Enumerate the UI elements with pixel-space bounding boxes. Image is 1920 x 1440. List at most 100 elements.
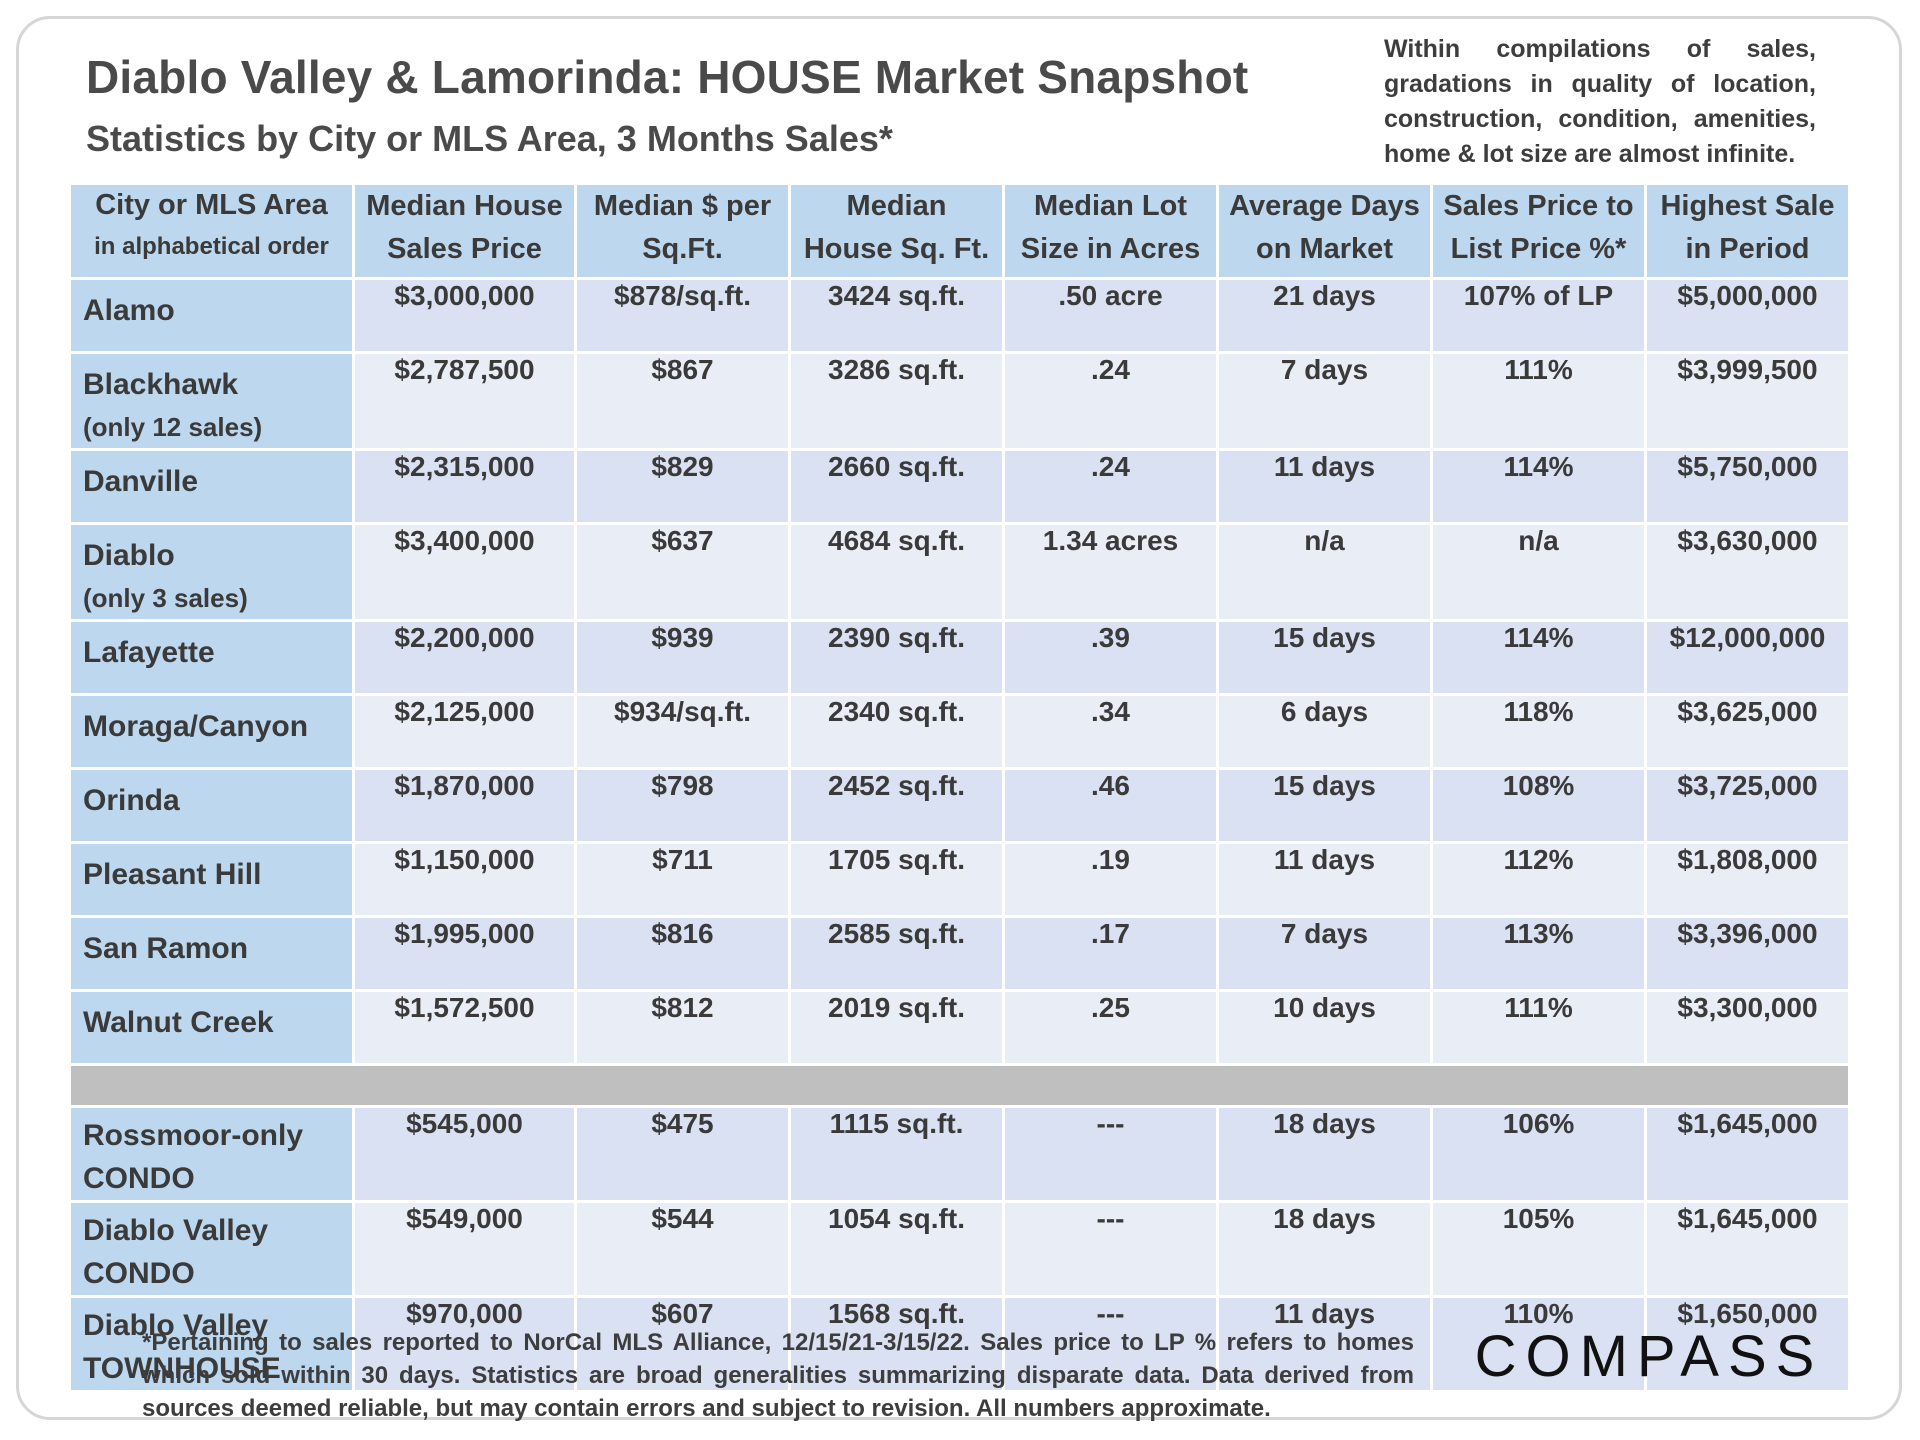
lot-cell: .39 (1002, 619, 1219, 696)
table-row: San Ramon $1,995,000 $816 2585 sq.ft. .17 7 d… (68, 915, 1851, 992)
city-cell: Pleasant Hill (68, 841, 355, 918)
days-cell: 6 days (1216, 693, 1433, 770)
lot-cell: .19 (1002, 841, 1219, 918)
days-cell: 7 days (1216, 351, 1433, 451)
sp-lp-cell: 112% (1430, 841, 1647, 918)
lot-cell: --- (1002, 1105, 1219, 1203)
days-cell: 21 days (1216, 277, 1433, 354)
sqft-cell: 1705 sq.ft. (788, 841, 1005, 918)
column-header-sqft: Median House Sq. Ft. (788, 182, 1005, 280)
lot-cell: .24 (1002, 351, 1219, 451)
table-row: Alamo $3,000,000 $878/sq.ft. 3424 sq.ft. .50… (68, 277, 1851, 354)
column-header-city: City or MLS Area in alphabetical order (68, 182, 355, 280)
city-cell: Moraga/Canyon (68, 693, 355, 770)
days-cell: 15 days (1216, 767, 1433, 844)
table-row: Blackhawk (only 12 sales) $2,787,500 $867 32… (68, 351, 1851, 451)
per-sqft-cell: $829 (574, 448, 791, 525)
sqft-cell: 2390 sq.ft. (788, 619, 1005, 696)
per-sqft-cell: $812 (574, 989, 791, 1066)
highest-cell: $3,625,000 (1644, 693, 1851, 770)
lot-cell: .17 (1002, 915, 1219, 992)
sp-lp-cell: 107% of LP (1430, 277, 1647, 354)
sp-lp-cell: 110% (1430, 1295, 1647, 1393)
highest-cell: $1,645,000 (1644, 1200, 1851, 1298)
sqft-cell: 2019 sq.ft. (788, 989, 1005, 1066)
column-header-lot: Median Lot Size in Acres (1002, 182, 1219, 280)
lot-cell: .25 (1002, 989, 1219, 1066)
compass-logo-mark: COMPASS (1475, 1324, 1815, 1389)
city-cell: Blackhawk (only 12 sales) (68, 351, 355, 451)
per-sqft-cell: $939 (574, 619, 791, 696)
per-sqft-cell: $816 (574, 915, 791, 992)
separator-bar (68, 1063, 1851, 1108)
page-subtitle: Statistics by City or MLS Area, 3 Months… (86, 118, 893, 159)
per-sqft-cell: $475 (574, 1105, 791, 1203)
highest-cell: $1,650,000 (1644, 1295, 1851, 1393)
price-cell: $545,000 (352, 1105, 577, 1203)
city-cell: Diablo (only 3 sales) (68, 522, 355, 622)
city-cell: Danville (68, 448, 355, 525)
sqft-cell: 2340 sq.ft. (788, 693, 1005, 770)
price-cell: $1,572,500 (352, 989, 577, 1066)
section-separator (68, 1063, 1851, 1108)
sp-lp-cell: 114% (1430, 619, 1647, 696)
price-cell: $2,315,000 (352, 448, 577, 525)
days-cell: 10 days (1216, 989, 1433, 1066)
lot-cell: .46 (1002, 767, 1219, 844)
sp-lp-cell: 108% (1430, 767, 1647, 844)
sqft-cell: 2585 sq.ft. (788, 915, 1005, 992)
days-cell: 11 days (1216, 841, 1433, 918)
sp-lp-cell: 106% (1430, 1105, 1647, 1203)
per-sqft-cell: $878/sq.ft. (574, 277, 791, 354)
sqft-cell: 3424 sq.ft. (788, 277, 1005, 354)
highest-cell: $3,725,000 (1644, 767, 1851, 844)
price-cell: $549,000 (352, 1200, 577, 1298)
sqft-cell: 3286 sq.ft. (788, 351, 1005, 451)
sp-lp-cell: n/a (1430, 522, 1647, 622)
column-header-highest: Highest Sale in Period (1644, 182, 1851, 280)
price-cell: $1,995,000 (352, 915, 577, 992)
footnote: *Pertaining to sales reported to NorCal … (142, 1329, 1414, 1422)
city-cell: Lafayette (68, 619, 355, 696)
table-row: Diablo Valley TOWNHOUSE $970,000 $607 1568 s… (68, 1295, 1851, 1393)
sqft-cell: 1115 sq.ft. (788, 1105, 1005, 1203)
highest-cell: $3,999,500 (1644, 351, 1851, 451)
page-title: Diablo Valley & Lamorinda: HOUSE Market … (86, 51, 1249, 103)
column-header-price: Median House Sales Price (352, 182, 577, 280)
table-row: Moraga/Canyon $2,125,000 $934/sq.ft. 2340 s… (68, 693, 1851, 770)
days-cell: n/a (1216, 522, 1433, 622)
per-sqft-cell: $798 (574, 767, 791, 844)
table-row: Pleasant Hill $1,150,000 $711 1705 sq.ft. .1… (68, 841, 1851, 918)
days-cell: 7 days (1216, 915, 1433, 992)
sqft-cell: 1054 sq.ft. (788, 1200, 1005, 1298)
price-cell: $970,000 (352, 1295, 577, 1393)
lot-cell: .24 (1002, 448, 1219, 525)
lot-cell: --- (1002, 1295, 1219, 1393)
city-cell: Orinda (68, 767, 355, 844)
city-cell: Rossmoor-only CONDO (68, 1105, 355, 1203)
price-cell: $2,200,000 (352, 619, 577, 696)
table-row: Walnut Creek $1,572,500 $812 2019 sq.ft. .25… (68, 989, 1851, 1066)
per-sqft-cell: $637 (574, 522, 791, 622)
compass-logo: COMPASS (1470, 1318, 1828, 1390)
table-row: Diablo (only 3 sales) $3,400,000 $637 4684 s… (68, 522, 1851, 622)
sqft-cell: 2660 sq.ft. (788, 448, 1005, 525)
days-cell: 15 days (1216, 619, 1433, 696)
header-row: City or MLS Area in alphabetical order Me… (68, 182, 1851, 280)
per-sqft-cell: $867 (574, 351, 791, 451)
per-sqft-cell: $934/sq.ft. (574, 693, 791, 770)
table-row: Danville $2,315,000 $829 2660 sq.ft. .24 11 d… (68, 448, 1851, 525)
price-cell: $2,125,000 (352, 693, 577, 770)
lot-cell: .50 acre (1002, 277, 1219, 354)
days-cell: 11 days (1216, 1295, 1433, 1393)
city-cell: Diablo Valley CONDO (68, 1200, 355, 1298)
sp-lp-cell: 114% (1430, 448, 1647, 525)
city-cell: San Ramon (68, 915, 355, 992)
highest-cell: $3,300,000 (1644, 989, 1851, 1066)
price-cell: $1,150,000 (352, 841, 577, 918)
per-sqft-cell: $607 (574, 1295, 791, 1393)
table-row: Orinda $1,870,000 $798 2452 sq.ft. .46 15 day… (68, 767, 1851, 844)
highest-cell: $12,000,000 (1644, 619, 1851, 696)
per-sqft-cell: $544 (574, 1200, 791, 1298)
city-cell: Alamo (68, 277, 355, 354)
